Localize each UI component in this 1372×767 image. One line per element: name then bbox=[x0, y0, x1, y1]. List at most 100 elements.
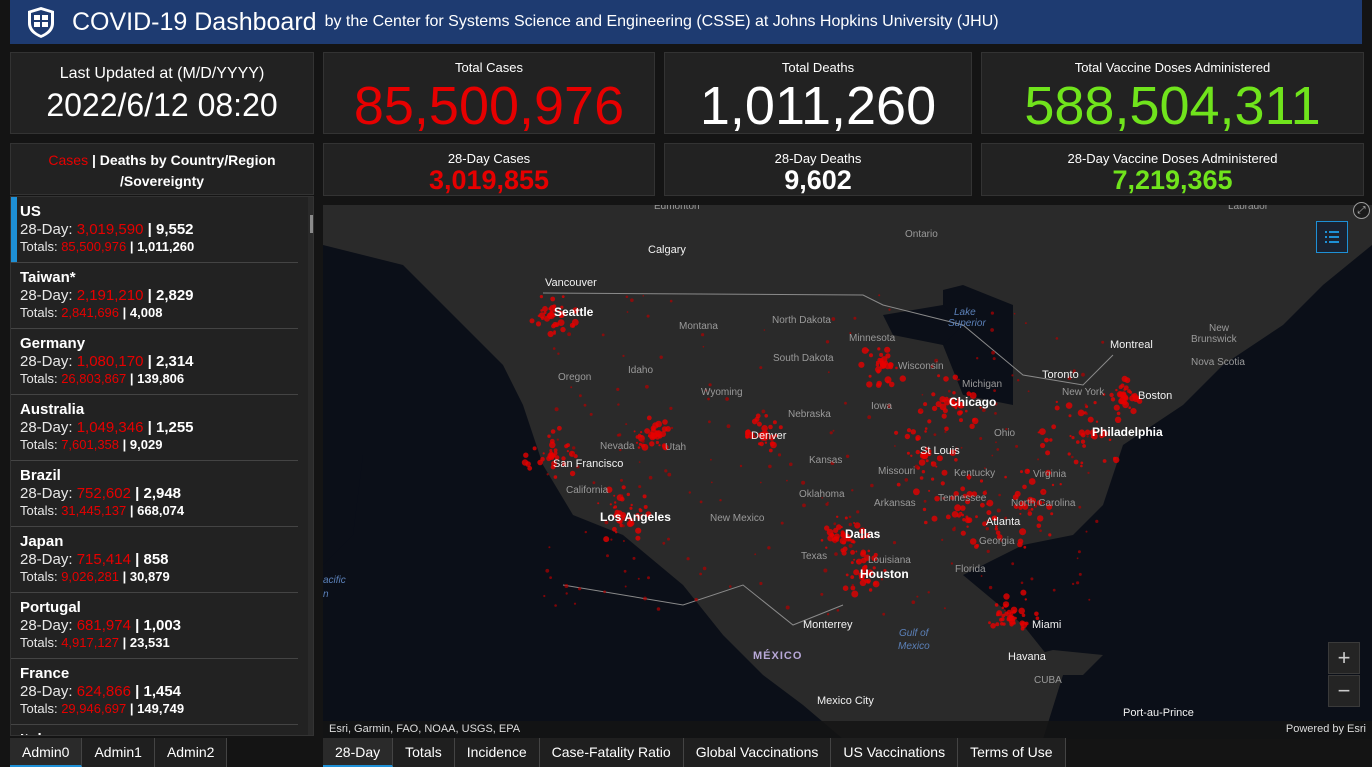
case-marker[interactable] bbox=[1004, 475, 1007, 479]
case-marker[interactable] bbox=[919, 476, 924, 480]
case-marker[interactable] bbox=[868, 588, 873, 592]
case-marker[interactable] bbox=[990, 311, 995, 315]
case-marker[interactable] bbox=[895, 366, 898, 370]
case-marker[interactable] bbox=[1001, 613, 1006, 618]
case-marker[interactable] bbox=[630, 503, 633, 507]
case-marker[interactable] bbox=[1084, 429, 1091, 436]
case-marker[interactable] bbox=[960, 446, 963, 449]
case-marker[interactable] bbox=[1108, 438, 1112, 442]
case-marker[interactable] bbox=[566, 450, 569, 453]
case-marker[interactable] bbox=[845, 533, 850, 538]
case-marker[interactable] bbox=[628, 517, 633, 522]
case-marker[interactable] bbox=[888, 381, 895, 388]
case-marker[interactable] bbox=[621, 485, 626, 490]
case-marker[interactable] bbox=[529, 318, 535, 324]
case-marker[interactable] bbox=[1027, 511, 1033, 516]
case-marker[interactable] bbox=[612, 526, 617, 532]
case-marker[interactable] bbox=[958, 512, 962, 516]
case-marker[interactable] bbox=[995, 622, 1000, 627]
tab-admin1[interactable]: Admin1 bbox=[82, 738, 155, 767]
case-marker[interactable] bbox=[553, 475, 558, 479]
tab-admin2[interactable]: Admin2 bbox=[154, 738, 228, 767]
case-marker[interactable] bbox=[952, 374, 958, 380]
case-marker[interactable] bbox=[841, 550, 847, 556]
case-marker[interactable] bbox=[584, 530, 587, 534]
case-marker[interactable] bbox=[986, 510, 992, 516]
case-marker[interactable] bbox=[981, 408, 986, 412]
case-marker[interactable] bbox=[618, 519, 623, 525]
case-marker[interactable] bbox=[931, 392, 936, 397]
case-marker[interactable] bbox=[647, 576, 650, 580]
case-marker[interactable] bbox=[1051, 424, 1057, 430]
country-list-item[interactable]: France 28-Day: 624,866 | 1,454 Totals: 29,… bbox=[11, 659, 298, 725]
case-marker[interactable] bbox=[861, 347, 869, 354]
country-list-item[interactable]: Australia 28-Day: 1,049,346 | 1,255 Totals… bbox=[11, 395, 298, 461]
case-marker[interactable] bbox=[1068, 414, 1072, 418]
case-marker[interactable] bbox=[925, 459, 929, 463]
case-marker[interactable] bbox=[879, 352, 884, 357]
case-marker[interactable] bbox=[1011, 374, 1014, 377]
case-marker[interactable] bbox=[622, 540, 625, 542]
case-marker[interactable] bbox=[1055, 400, 1058, 404]
tab-28-day[interactable]: 28-Day bbox=[323, 738, 394, 767]
case-marker[interactable] bbox=[1099, 433, 1105, 439]
case-marker[interactable] bbox=[850, 550, 855, 555]
case-marker[interactable] bbox=[648, 475, 653, 480]
case-marker[interactable] bbox=[876, 369, 881, 374]
case-marker[interactable] bbox=[621, 516, 625, 521]
case-marker[interactable] bbox=[551, 454, 554, 457]
case-marker[interactable] bbox=[888, 362, 893, 367]
case-marker[interactable] bbox=[845, 537, 850, 542]
case-marker[interactable] bbox=[976, 357, 979, 360]
case-marker[interactable] bbox=[539, 295, 543, 299]
case-marker[interactable] bbox=[994, 527, 999, 531]
expand-icon[interactable]: ⤢ bbox=[1353, 202, 1370, 219]
case-marker[interactable] bbox=[650, 428, 657, 436]
case-marker[interactable] bbox=[664, 469, 668, 473]
case-marker[interactable] bbox=[614, 501, 617, 504]
case-marker[interactable] bbox=[1076, 557, 1079, 560]
case-marker[interactable] bbox=[864, 533, 871, 539]
tab-case-fatality-ratio[interactable]: Case-Fatality Ratio bbox=[539, 738, 684, 767]
case-marker[interactable] bbox=[553, 465, 557, 468]
case-marker[interactable] bbox=[850, 561, 854, 565]
case-marker[interactable] bbox=[571, 324, 575, 328]
country-list-item[interactable]: Taiwan* 28-Day: 2,191,210 | 2,829 Totals: … bbox=[11, 263, 298, 329]
case-marker[interactable] bbox=[638, 485, 642, 489]
case-marker[interactable] bbox=[553, 448, 558, 453]
case-marker[interactable] bbox=[1036, 500, 1043, 506]
tab-admin0[interactable]: Admin0 bbox=[10, 738, 83, 767]
case-marker[interactable] bbox=[625, 295, 629, 299]
case-marker[interactable] bbox=[960, 486, 966, 492]
case-marker[interactable] bbox=[840, 526, 843, 529]
case-marker[interactable] bbox=[1121, 393, 1125, 397]
case-marker[interactable] bbox=[768, 448, 773, 453]
case-marker[interactable] bbox=[920, 408, 923, 412]
case-marker[interactable] bbox=[864, 554, 871, 561]
case-marker[interactable] bbox=[725, 397, 729, 401]
case-marker[interactable] bbox=[988, 621, 991, 625]
case-marker[interactable] bbox=[923, 499, 927, 503]
case-marker[interactable] bbox=[1049, 438, 1053, 442]
case-marker[interactable] bbox=[966, 474, 972, 480]
case-marker[interactable] bbox=[569, 470, 576, 477]
case-marker[interactable] bbox=[1080, 439, 1086, 444]
case-marker[interactable] bbox=[1017, 541, 1023, 548]
case-marker[interactable] bbox=[1102, 393, 1106, 396]
case-marker[interactable] bbox=[994, 402, 998, 406]
case-marker[interactable] bbox=[625, 423, 628, 426]
case-marker[interactable] bbox=[710, 458, 712, 461]
case-marker[interactable] bbox=[770, 441, 777, 449]
case-marker[interactable] bbox=[1018, 607, 1025, 615]
case-marker[interactable] bbox=[910, 429, 916, 435]
case-marker[interactable] bbox=[1072, 371, 1075, 374]
case-marker[interactable] bbox=[550, 296, 556, 302]
case-marker[interactable] bbox=[638, 508, 642, 511]
case-marker[interactable] bbox=[762, 434, 769, 441]
case-marker[interactable] bbox=[780, 521, 784, 525]
case-marker[interactable] bbox=[557, 425, 562, 431]
case-marker[interactable] bbox=[918, 459, 926, 466]
case-marker[interactable] bbox=[579, 394, 582, 398]
case-marker[interactable] bbox=[936, 455, 943, 462]
case-marker[interactable] bbox=[641, 439, 645, 443]
